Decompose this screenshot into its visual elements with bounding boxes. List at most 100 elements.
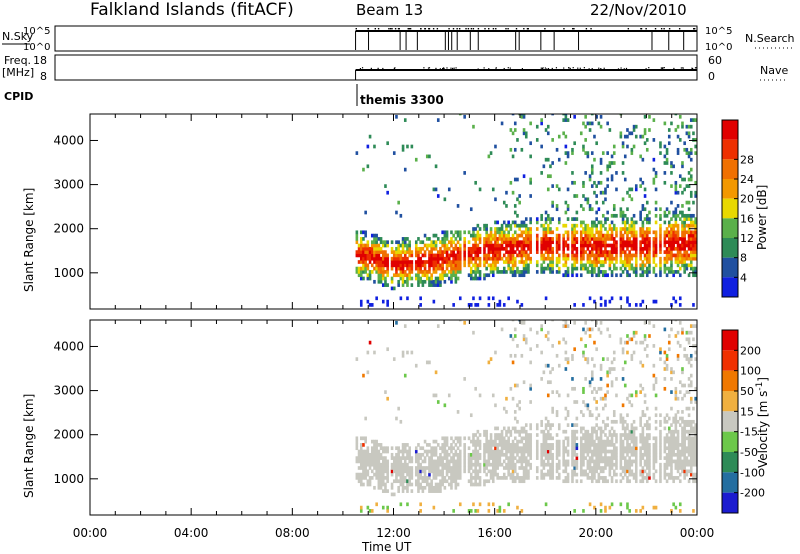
colorbar-swatch xyxy=(722,238,738,258)
velocity-cell xyxy=(502,509,506,513)
power-cell xyxy=(689,157,693,162)
velocity-cell xyxy=(366,456,370,460)
velocity-cell xyxy=(443,449,447,454)
power-cell xyxy=(546,256,550,261)
power-cell xyxy=(564,270,568,274)
power-cell xyxy=(428,270,431,274)
power-cell xyxy=(509,237,513,241)
power-cell xyxy=(522,174,526,179)
velocity-cell xyxy=(689,419,693,424)
power-cell xyxy=(579,223,583,228)
power-cell xyxy=(588,270,592,274)
velocity-cell xyxy=(408,452,411,457)
power-cell xyxy=(674,260,678,264)
power-cell xyxy=(502,266,506,271)
velocity-cell xyxy=(540,469,543,474)
power-cell xyxy=(683,266,686,271)
power-cell xyxy=(441,260,444,264)
power-cell xyxy=(399,266,403,271)
power-cell xyxy=(373,144,376,149)
velocity-cell xyxy=(652,459,656,464)
velocity-cell xyxy=(608,456,612,460)
velocity-cell xyxy=(670,439,673,444)
power-cell xyxy=(496,266,499,271)
power-cell xyxy=(665,266,669,271)
power-cell xyxy=(384,260,387,264)
power-cell xyxy=(645,138,649,142)
velocity-cell xyxy=(500,449,504,454)
power-cell xyxy=(425,154,429,159)
velocity-cell xyxy=(401,485,405,490)
velocity-cell xyxy=(619,456,623,460)
velocity-cell xyxy=(549,426,552,431)
velocity-cell xyxy=(566,410,570,414)
velocity-cell xyxy=(643,400,647,404)
power-cell xyxy=(450,240,453,245)
velocity-cell xyxy=(511,472,515,477)
velocity-cell xyxy=(549,443,552,447)
power-cell xyxy=(612,151,616,155)
power-cell xyxy=(439,246,442,251)
power-cell xyxy=(397,200,400,205)
velocity-cell xyxy=(491,393,495,398)
power-cell xyxy=(513,128,517,132)
velocity-cell xyxy=(678,502,682,507)
velocity-cell xyxy=(683,466,686,470)
power-cell xyxy=(535,243,539,248)
velocity-cell xyxy=(485,449,488,454)
power-cell xyxy=(667,128,671,132)
velocity-cell xyxy=(359,436,363,441)
velocity-cell xyxy=(507,449,510,454)
power-cell xyxy=(452,233,455,238)
velocity-cell xyxy=(441,459,444,464)
power-cell xyxy=(513,121,517,126)
power-cell xyxy=(439,253,442,258)
power-cell xyxy=(685,217,689,221)
power-cell xyxy=(687,207,691,212)
velocity-cell xyxy=(621,350,625,355)
velocity-cell xyxy=(590,439,594,444)
velocity-cell xyxy=(524,462,528,467)
velocity-cell xyxy=(421,476,425,480)
power-cell xyxy=(502,303,506,307)
velocity-cell xyxy=(626,396,629,401)
power-cell xyxy=(399,213,403,218)
velocity-cell xyxy=(590,466,594,470)
velocity-cell xyxy=(615,439,618,444)
velocity-cell xyxy=(474,456,477,460)
velocity-cell xyxy=(370,459,374,464)
velocity-cell xyxy=(483,456,486,460)
power-cell xyxy=(513,263,517,268)
power-cell xyxy=(366,240,370,245)
power-cell xyxy=(487,296,491,301)
nsky-trace xyxy=(355,28,697,50)
velocity-cell xyxy=(513,327,517,332)
power-cell xyxy=(610,233,614,238)
velocity-cell xyxy=(692,344,695,348)
power-cell xyxy=(639,210,642,215)
power-cell xyxy=(551,260,554,264)
velocity-cell xyxy=(659,449,662,454)
power-cell xyxy=(599,296,603,301)
velocity-cell xyxy=(463,436,466,441)
velocity-cell xyxy=(397,472,400,477)
power-cell xyxy=(364,253,367,258)
power-cell xyxy=(676,147,680,152)
velocity-cell xyxy=(436,400,440,404)
velocity-cell xyxy=(615,449,618,454)
velocity-cell xyxy=(610,367,614,371)
power-cell xyxy=(654,213,658,218)
power-cell xyxy=(406,296,409,301)
velocity-cell xyxy=(542,462,546,467)
velocity-cell xyxy=(509,449,513,454)
power-cell xyxy=(557,260,561,264)
power-cell xyxy=(562,118,565,122)
power-cell xyxy=(582,220,585,225)
velocity-cell xyxy=(524,466,528,470)
velocity-cell xyxy=(566,479,570,484)
velocity-cell xyxy=(485,446,488,451)
power-cell xyxy=(599,270,603,274)
velocity-cell xyxy=(439,446,442,451)
velocity-cell xyxy=(485,443,488,447)
velocity-cell xyxy=(619,502,623,507)
